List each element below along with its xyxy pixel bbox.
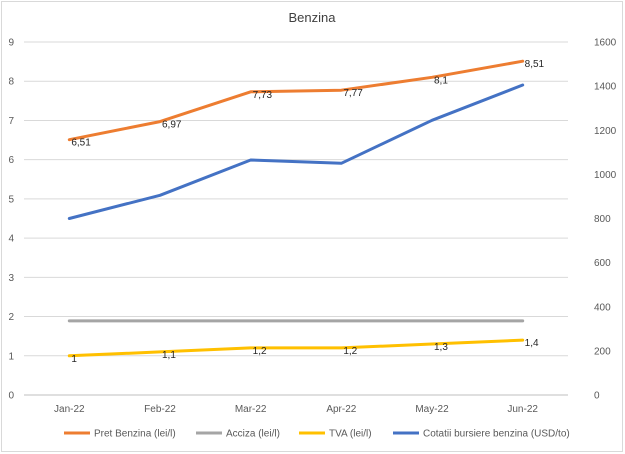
legend-label: Acciza (lei/l) [226,429,280,440]
data-label: 1 [71,354,77,365]
data-label: 1,2 [343,346,357,357]
right-axis-tick-label: 0 [594,391,600,402]
data-label: 1,3 [434,342,448,353]
left-axis-tick-label: 4 [8,234,14,245]
left-axis-tick-label: 5 [8,194,14,205]
data-label: 8,1 [434,75,448,86]
data-label: 8,51 [525,59,545,70]
legend-label: TVA (lei/l) [329,429,372,440]
left-axis-tick-label: 8 [8,77,14,88]
x-axis-tick-label: Jun-22 [507,404,538,415]
right-axis-tick-label: 400 [594,302,611,313]
right-axis-tick-label: 200 [594,346,611,357]
right-axis-tick-label: 1600 [594,38,617,49]
data-labels: 6,51 6,97 7,73 7,77 8,1 8,51 1 1,1 1,2 1,2 1,3 1,4 [71,59,544,365]
right-axis-tick-label: 600 [594,258,611,269]
right-axis-ticks: 0 200 400 600 800 1000 1200 1400 1600 [594,38,617,402]
x-axis-tick-label: Feb-22 [144,404,176,415]
data-label: 6,51 [71,138,91,149]
series-line [67,338,525,358]
left-axis-tick-label: 2 [8,312,14,323]
x-axis-ticks: Jan-22 Feb-22 Mar-22 Apr-22 May-22 Jun-22 [54,404,538,415]
left-axis-tick-label: 3 [8,273,14,284]
x-axis-tick-label: Jan-22 [54,404,85,415]
legend: Pret Benzina (lei/l) Acciza (lei/l) TVA (l… [64,429,570,440]
right-axis-tick-label: 1400 [594,82,617,93]
right-axis-tick-label: 1200 [594,126,617,137]
data-label: 1,4 [525,338,539,349]
left-axis-ticks: 0 1 2 3 4 5 6 7 8 9 [8,38,14,402]
data-label: 1,2 [253,346,267,357]
legend-label: Pret Benzina (lei/l) [94,429,176,440]
left-axis-tick-label: 7 [8,116,14,127]
left-axis-tick-label: 0 [8,391,14,402]
legend-label: Cotatii bursiere benzina (USD/to) [423,429,570,440]
x-axis-tick-label: Apr-22 [326,404,356,415]
x-axis-tick-label: May-22 [415,404,449,415]
series-lines [67,59,525,358]
data-label: 7,77 [343,88,363,99]
right-axis-tick-label: 800 [594,214,611,225]
x-axis-tick-label: Mar-22 [235,404,267,415]
right-axis-tick-label: 1000 [594,170,617,181]
left-axis-tick-label: 6 [8,155,14,166]
data-label: 7,73 [253,90,273,101]
left-axis-tick-label: 9 [8,38,14,49]
left-axis-tick-label: 1 [8,351,14,362]
gridlines [24,41,568,396]
chart-title: Benzina [289,10,337,25]
series-line [67,83,525,220]
series-line [67,59,525,142]
data-label: 1,1 [162,350,176,361]
data-label: 6,97 [162,120,182,131]
